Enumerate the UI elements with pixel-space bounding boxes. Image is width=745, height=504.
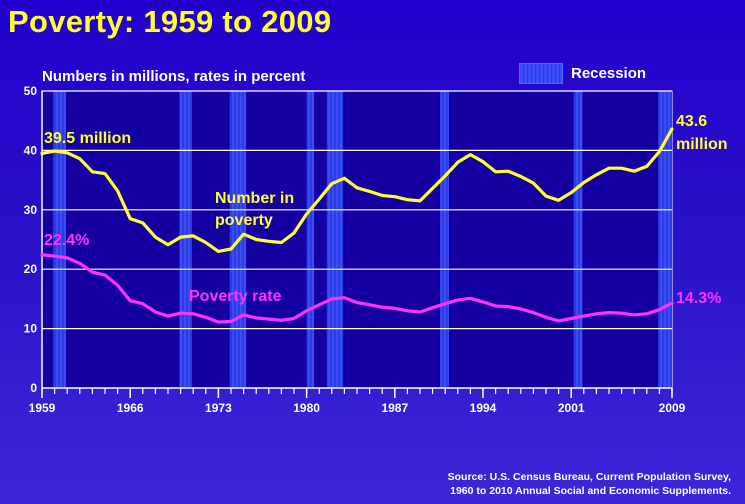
legend-swatch-recession bbox=[519, 63, 563, 84]
annotation-number-end-line1: 43.6 bbox=[676, 113, 707, 130]
recession-band-3 bbox=[306, 91, 315, 388]
y-tick-label-50: 50 bbox=[24, 84, 38, 98]
x-tick-label-2001: 2001 bbox=[558, 401, 585, 415]
series-lines bbox=[40, 127, 674, 324]
recession-band-6 bbox=[573, 91, 583, 388]
legend-label-recession: Recession bbox=[571, 65, 647, 82]
recession-band-1 bbox=[179, 91, 192, 388]
y-tick-label-30: 30 bbox=[24, 203, 38, 217]
source-line-1: Source: U.S. Census Bureau, Current Popu… bbox=[447, 471, 731, 483]
annotation-number-label-line1: Number in bbox=[215, 190, 294, 207]
series-line-number-in-poverty bbox=[40, 127, 674, 253]
annotation-rate-end: 14.3% bbox=[676, 290, 721, 307]
annotation-rate-start: 22.4% bbox=[44, 232, 89, 249]
annotation-number-end-line2: million bbox=[676, 136, 728, 153]
recession-band-7 bbox=[658, 91, 672, 388]
x-tick-label-1966: 1966 bbox=[117, 401, 144, 415]
x-tick-label-1973: 1973 bbox=[205, 401, 232, 415]
source-note: Source: U.S. Census Bureau, Current Popu… bbox=[448, 470, 731, 498]
recession-band-5 bbox=[440, 91, 449, 388]
y-axis-label: Numbers in millions, rates in percent bbox=[42, 68, 306, 85]
legend: Recession bbox=[519, 63, 646, 84]
recession-band-0 bbox=[53, 91, 66, 388]
y-tick-label-0: 0 bbox=[30, 381, 37, 395]
x-tick-label-1987: 1987 bbox=[381, 401, 408, 415]
gridlines bbox=[42, 90, 672, 330]
x-tick-label-1959: 1959 bbox=[29, 401, 56, 415]
series-line-poverty-rate bbox=[40, 253, 674, 324]
annotation-number-start: 39.5 million bbox=[44, 130, 131, 147]
recession-band-4 bbox=[326, 91, 344, 388]
annotation-rate-label: Poverty rate bbox=[189, 288, 282, 305]
annotation-number-label-line2: poverty bbox=[215, 212, 273, 229]
y-tick-label-20: 20 bbox=[24, 262, 38, 276]
source-line-2: 1960 to 2010 Annual Social and Economic … bbox=[450, 485, 731, 497]
x-tick-label-1980: 1980 bbox=[293, 401, 320, 415]
x-tick-label-1994: 1994 bbox=[470, 401, 497, 415]
y-tick-label-10: 10 bbox=[24, 322, 38, 336]
axes: 0 10 20 30 40 50 1959 1966 1973 1980 1987 1994 2001 2… bbox=[24, 84, 686, 415]
y-tick-label-40: 40 bbox=[24, 143, 38, 157]
x-tick-label-2009: 2009 bbox=[659, 401, 686, 415]
chart-title: Poverty: 1959 to 2009 bbox=[8, 4, 332, 39]
